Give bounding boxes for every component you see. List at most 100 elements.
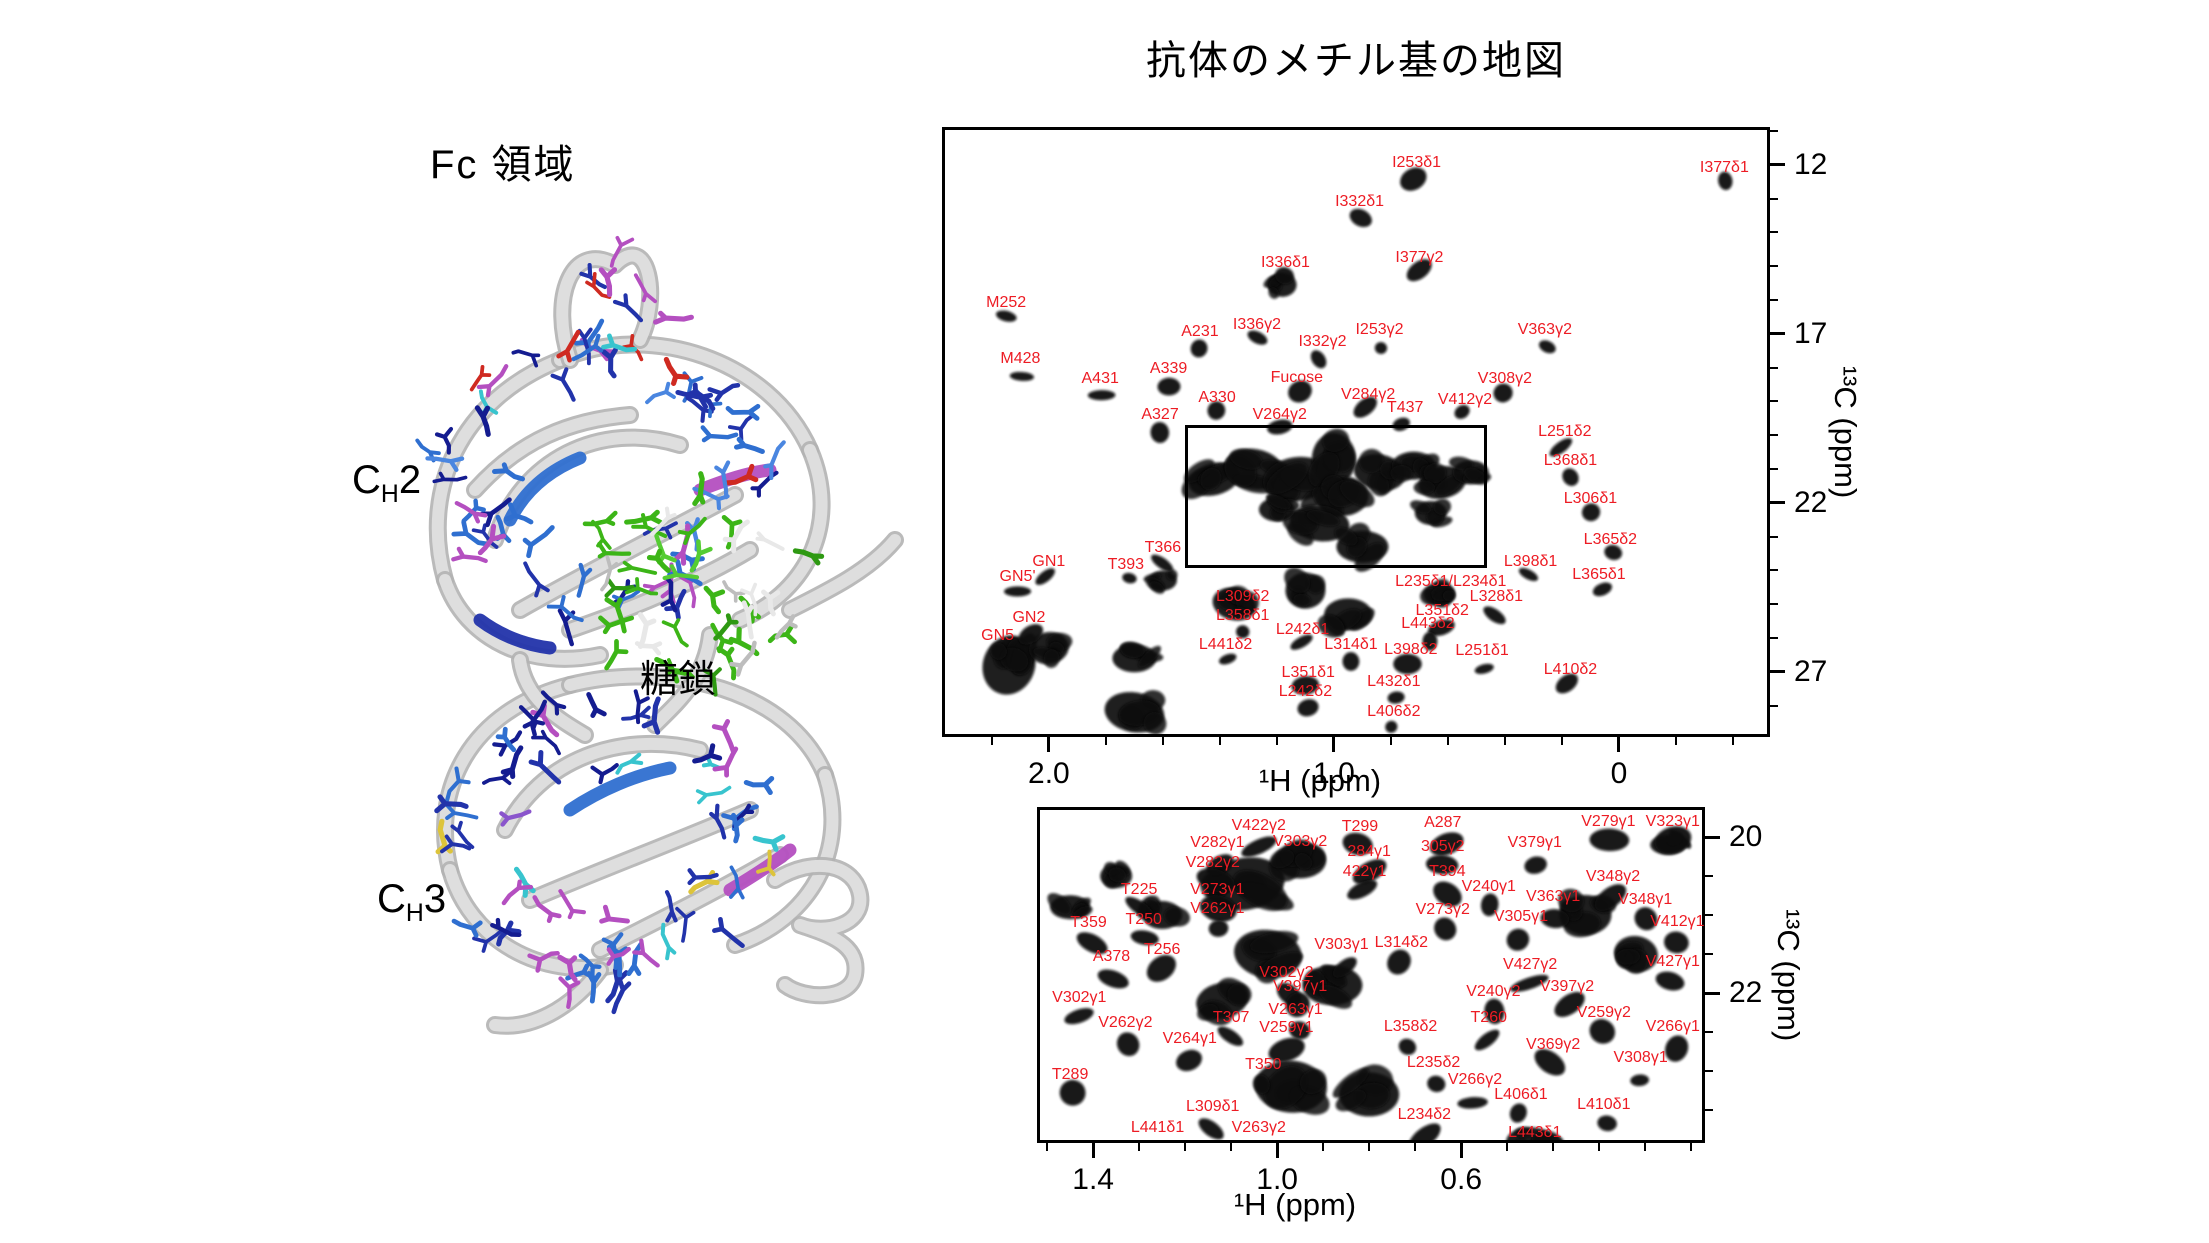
y-tick bbox=[1705, 1109, 1713, 1111]
y-tick bbox=[1770, 197, 1778, 200]
peak-label: V273γ1 bbox=[1190, 881, 1245, 899]
peak-label: L309δ1 bbox=[1186, 1097, 1240, 1115]
peak-label: L242δ1 bbox=[1275, 620, 1330, 638]
peak-label: L443δ1 bbox=[1508, 1123, 1562, 1141]
y-tick bbox=[1770, 231, 1778, 234]
x-tick bbox=[1617, 737, 1621, 752]
peak-label: A330 bbox=[1198, 389, 1236, 407]
peak-label: V427γ2 bbox=[1503, 955, 1558, 973]
peak-label: V412γ1 bbox=[1650, 913, 1705, 931]
ch3-domain-label: CH3 bbox=[377, 877, 447, 927]
peak-label: L251δ2 bbox=[1538, 422, 1592, 440]
residue-stick bbox=[597, 541, 632, 559]
peak-label: T299 bbox=[1341, 817, 1379, 835]
residue-stick bbox=[606, 946, 631, 966]
y-tick bbox=[1770, 400, 1778, 403]
peak-label: L242δ2 bbox=[1278, 683, 1333, 701]
residue-stick bbox=[451, 918, 483, 938]
peak-label: V240γ1 bbox=[1461, 877, 1516, 895]
peak-label: I332γ2 bbox=[1298, 333, 1347, 351]
y-tick bbox=[1770, 501, 1785, 505]
y-tick bbox=[1770, 670, 1785, 674]
residue-stick bbox=[756, 849, 776, 877]
y-tick bbox=[1705, 914, 1713, 917]
peak-label: V262γ1 bbox=[1190, 899, 1245, 917]
peak-label: T394 bbox=[1429, 863, 1466, 881]
peak-label: GN2 bbox=[1012, 608, 1046, 626]
peak-label: I336γ2 bbox=[1232, 316, 1281, 334]
peak-label: V273γ2 bbox=[1415, 901, 1470, 919]
peak-label: T225 bbox=[1120, 881, 1158, 899]
y-tick bbox=[1770, 704, 1778, 707]
residue-stick bbox=[763, 440, 786, 481]
residue-stick bbox=[532, 895, 562, 923]
peak-label: I253δ1 bbox=[1392, 154, 1442, 172]
residue-stick bbox=[585, 271, 612, 299]
residue-stick bbox=[609, 235, 635, 268]
ribbon bbox=[649, 629, 716, 731]
peak-label: T289 bbox=[1051, 1065, 1089, 1083]
peak-label: V240γ2 bbox=[1466, 983, 1521, 1001]
peak-label: T260 bbox=[1470, 1008, 1507, 1026]
peak-label: V363γ1 bbox=[1526, 888, 1581, 906]
residue-stick bbox=[700, 425, 739, 443]
residue-stick bbox=[503, 502, 534, 525]
residue-stick bbox=[531, 729, 561, 756]
peak-label: T307 bbox=[1212, 1008, 1250, 1026]
peak-label: V259γ2 bbox=[1576, 1004, 1631, 1022]
residue-stick bbox=[528, 749, 562, 785]
x-tick bbox=[1560, 737, 1563, 745]
x-tick-label: 1.4 bbox=[1072, 1163, 1114, 1196]
y-tick bbox=[1770, 130, 1778, 133]
y-axis-title: ¹³C (ppm) bbox=[1828, 365, 1863, 499]
glycan-label: 糖鎖 bbox=[640, 659, 717, 701]
x-tick bbox=[1414, 1143, 1417, 1151]
residue-stick bbox=[727, 413, 755, 442]
y-tick bbox=[1770, 603, 1778, 606]
y-tick bbox=[1770, 569, 1778, 572]
residue-stick bbox=[664, 588, 687, 620]
peak-label: I253γ2 bbox=[1355, 321, 1404, 339]
residue-stick bbox=[522, 525, 555, 559]
x-tick-label: 0.6 bbox=[1440, 1163, 1483, 1196]
peak-label: L410δ2 bbox=[1543, 661, 1598, 679]
residue-stick bbox=[556, 329, 581, 363]
residue-stick bbox=[495, 726, 517, 753]
residue-stick bbox=[434, 794, 469, 814]
y-tick bbox=[1770, 299, 1778, 302]
residue-stick bbox=[641, 696, 661, 735]
residue-stick bbox=[600, 555, 619, 592]
peak-label: V427γ1 bbox=[1645, 952, 1700, 970]
ribbon bbox=[563, 761, 677, 817]
peak-label: V348γ1 bbox=[1618, 891, 1673, 909]
x-tick bbox=[1138, 1143, 1141, 1151]
residue-stick bbox=[550, 367, 576, 402]
y-tick bbox=[1705, 991, 1720, 995]
peak-label: V262γ2 bbox=[1098, 1013, 1153, 1031]
residue-stick bbox=[601, 347, 618, 379]
x-tick-label: 1.0 bbox=[1256, 1163, 1298, 1196]
residue-stick bbox=[661, 618, 689, 648]
x-tick bbox=[1332, 737, 1336, 752]
residue-stick bbox=[729, 865, 745, 900]
peak-label: L358δ1 bbox=[1215, 607, 1270, 624]
peak-label: M428 bbox=[1000, 350, 1041, 368]
y-tick-label: 22 bbox=[1729, 976, 1763, 1010]
residue-stick bbox=[601, 333, 638, 353]
residue-stick bbox=[604, 578, 635, 598]
peak-label: 305γ2 bbox=[1420, 838, 1465, 856]
x-tick bbox=[990, 737, 993, 745]
peak-label: V303γ2 bbox=[1273, 832, 1328, 850]
residue-stick bbox=[522, 699, 548, 737]
peak-label: V308γ1 bbox=[1613, 1048, 1668, 1066]
peak-label: T256 bbox=[1143, 941, 1181, 959]
peak-label: L365δ2 bbox=[1583, 530, 1638, 548]
peak-label: L351δ1 bbox=[1281, 664, 1335, 682]
peak-label: L235δ2 bbox=[1406, 1054, 1461, 1072]
residue-stick bbox=[731, 812, 745, 844]
peak-label: V266γ1 bbox=[1645, 1018, 1700, 1036]
y-tick bbox=[1770, 434, 1778, 437]
peak-label: L234δ2 bbox=[1397, 1105, 1452, 1123]
residue-stick bbox=[598, 615, 635, 635]
peak-label: L309δ2 bbox=[1215, 588, 1270, 606]
